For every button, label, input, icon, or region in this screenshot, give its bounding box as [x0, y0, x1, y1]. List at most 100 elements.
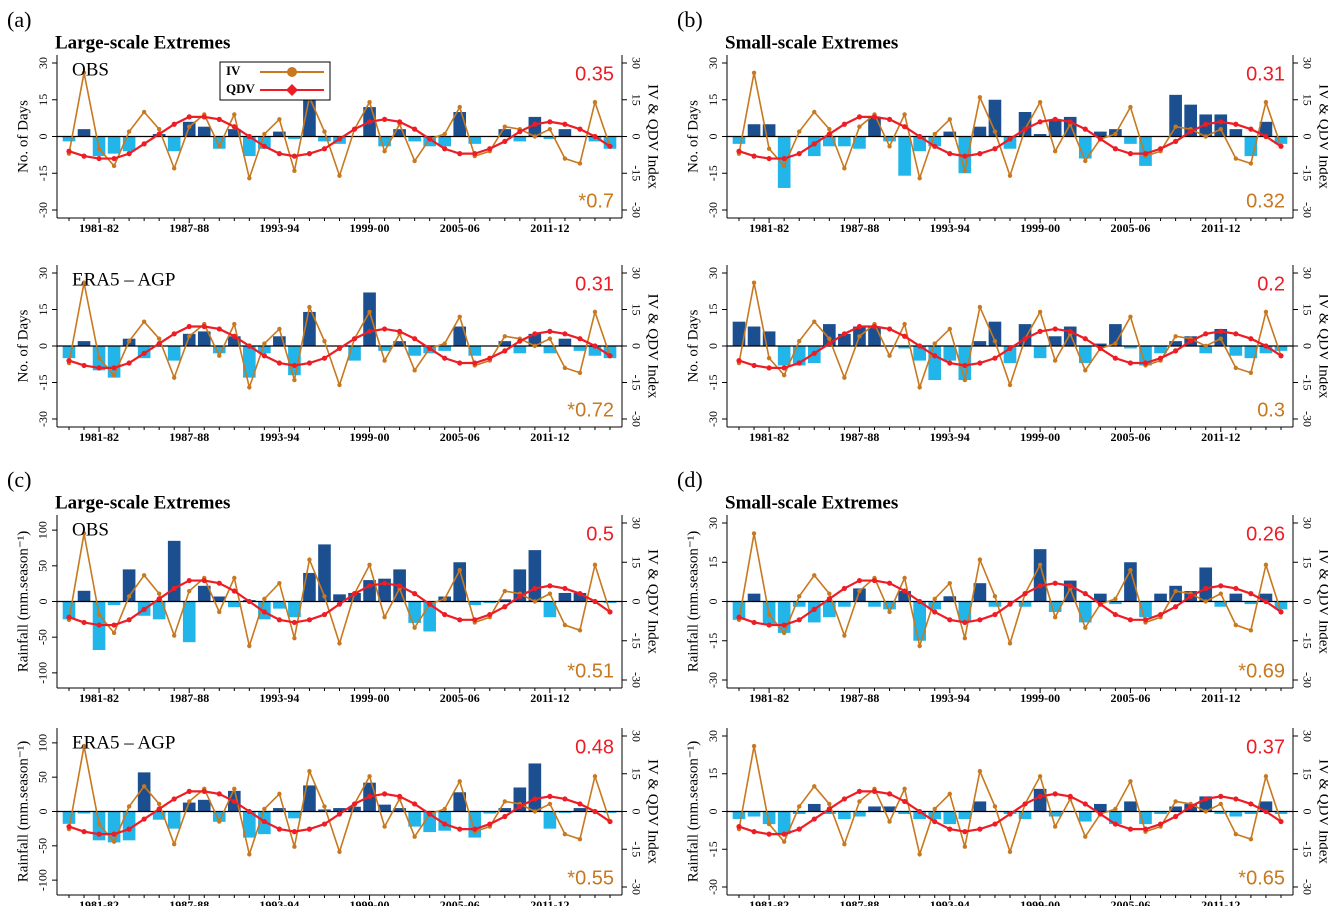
index-point: [1037, 562, 1043, 568]
index-point: [887, 144, 892, 149]
index-point: [231, 798, 237, 805]
index-point: [66, 614, 72, 620]
index-point: [902, 786, 907, 792]
index-point: [1263, 774, 1269, 779]
index-point: [442, 341, 447, 346]
index-point: [216, 326, 222, 332]
index-point: [1142, 360, 1149, 366]
index-point: [1278, 353, 1284, 359]
index-point: [751, 70, 757, 76]
index-point: [472, 617, 478, 623]
index-point: [1263, 808, 1269, 815]
index-point: [381, 580, 388, 586]
bar: [928, 136, 942, 147]
index-point: [1233, 156, 1239, 161]
index-point: [246, 133, 252, 140]
bar: [898, 591, 911, 602]
index-point: [1082, 126, 1088, 132]
index-point: [812, 109, 817, 115]
index-point: [857, 588, 862, 594]
index-point: [156, 131, 162, 137]
bar: [1048, 601, 1062, 612]
index-point: [457, 360, 463, 366]
index-point: [1248, 628, 1254, 633]
index-point: [1263, 133, 1269, 140]
qdv-correlation: 0.2: [1257, 273, 1285, 295]
index-point: [351, 591, 358, 597]
index-point: [736, 824, 742, 830]
index-point: [1083, 158, 1088, 164]
bar: [838, 136, 851, 147]
index-point: [1218, 793, 1224, 800]
bar: [1169, 341, 1182, 346]
index-point: [886, 116, 893, 122]
index-point: [306, 151, 313, 157]
index-point: [796, 360, 802, 366]
x-tick-label: 2011-12: [530, 898, 569, 906]
x-tick-label: 2005-06: [440, 430, 480, 444]
y2-tick-label: 30: [1300, 267, 1314, 279]
x-tick-label: 2005-06: [1110, 221, 1150, 235]
index-point: [577, 628, 583, 633]
index-point: [932, 353, 938, 359]
y2-tick-label: -30: [629, 879, 643, 895]
bar: [468, 136, 482, 144]
index-point: [96, 831, 102, 837]
index-point: [1218, 328, 1224, 334]
index-point: [517, 338, 523, 344]
y-tick-label: -15: [706, 375, 720, 391]
index-point: [201, 114, 207, 120]
index-point: [217, 609, 222, 615]
index-point: [1173, 588, 1178, 594]
bar: [77, 590, 91, 602]
bar: [973, 126, 987, 137]
index-point: [1218, 126, 1223, 132]
index-point: [66, 148, 72, 154]
y-tick-label: 50: [36, 771, 50, 783]
index-point: [532, 343, 538, 349]
bar: [62, 136, 76, 142]
index-point: [1203, 343, 1208, 349]
index-point: [797, 804, 802, 809]
bar: [227, 601, 241, 608]
x-tick-label: 1993-94: [259, 430, 299, 444]
bar: [1048, 119, 1062, 137]
x-tick-label: 1987-88: [169, 898, 209, 906]
x-tick-label: 1987-88: [839, 691, 879, 705]
index-point: [321, 355, 328, 361]
group-title: Large-scale Extremes: [55, 492, 230, 513]
index-point: [857, 799, 862, 804]
index-point: [886, 791, 893, 797]
y2-tick-label: 0: [1300, 599, 1314, 605]
bar: [62, 346, 76, 359]
index-point: [562, 156, 568, 161]
bar: [227, 129, 241, 137]
bar: [853, 811, 866, 817]
index-point: [1233, 121, 1239, 127]
index-point: [307, 769, 312, 774]
panel-name: OBS: [72, 519, 109, 540]
x-tick-label: 1999-00: [350, 898, 390, 906]
index-point: [1052, 580, 1058, 586]
index-point: [502, 604, 508, 610]
index-point: [262, 806, 267, 812]
y2-axis-label: IV & QDV Index: [1316, 294, 1328, 399]
bar: [288, 601, 301, 618]
bar: [498, 599, 512, 602]
index-point: [1248, 161, 1254, 166]
y-tick-label: 15: [36, 304, 50, 316]
bar: [853, 136, 866, 149]
bar: [393, 808, 406, 812]
y-tick-label: -15: [36, 165, 50, 181]
index-point: [126, 151, 132, 157]
index-point: [502, 124, 508, 129]
index-point: [797, 338, 802, 344]
y2-tick-label: -15: [1300, 165, 1314, 181]
index-point: [1128, 104, 1133, 110]
bar: [603, 346, 617, 359]
bar: [1274, 601, 1288, 610]
y-tick-label: 30: [706, 730, 720, 742]
index-point: [1157, 611, 1164, 618]
index-point: [141, 606, 147, 612]
index-point: [917, 385, 922, 390]
